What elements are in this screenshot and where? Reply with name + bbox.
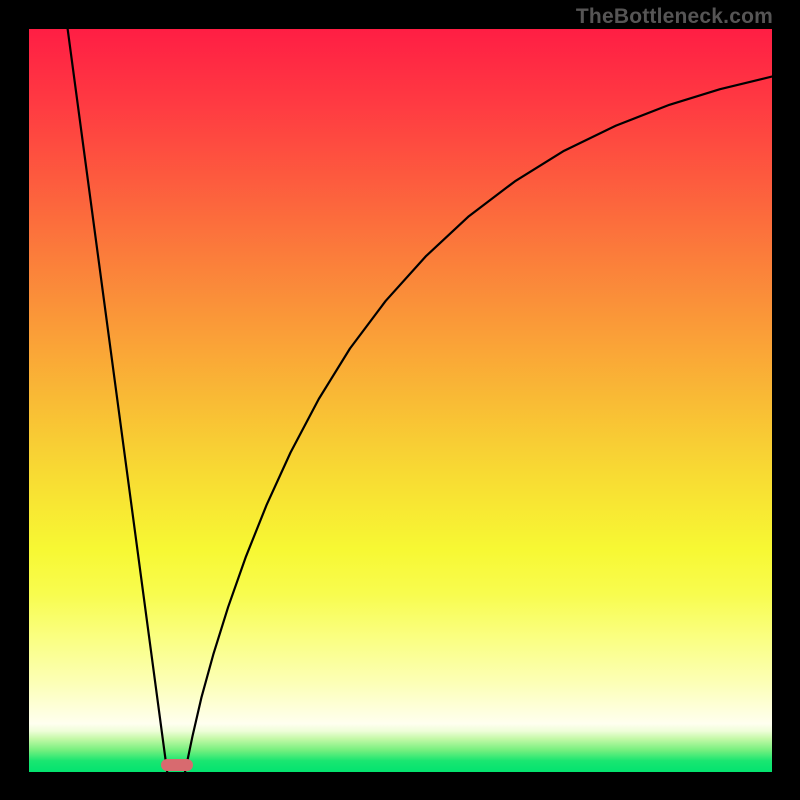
chart-container: TheBottleneck.com [0, 0, 800, 800]
curve-layer [29, 29, 772, 772]
watermark-text: TheBottleneck.com [576, 5, 773, 29]
minimum-marker [161, 759, 193, 771]
curve-path [68, 29, 772, 772]
plot-area [29, 29, 772, 772]
